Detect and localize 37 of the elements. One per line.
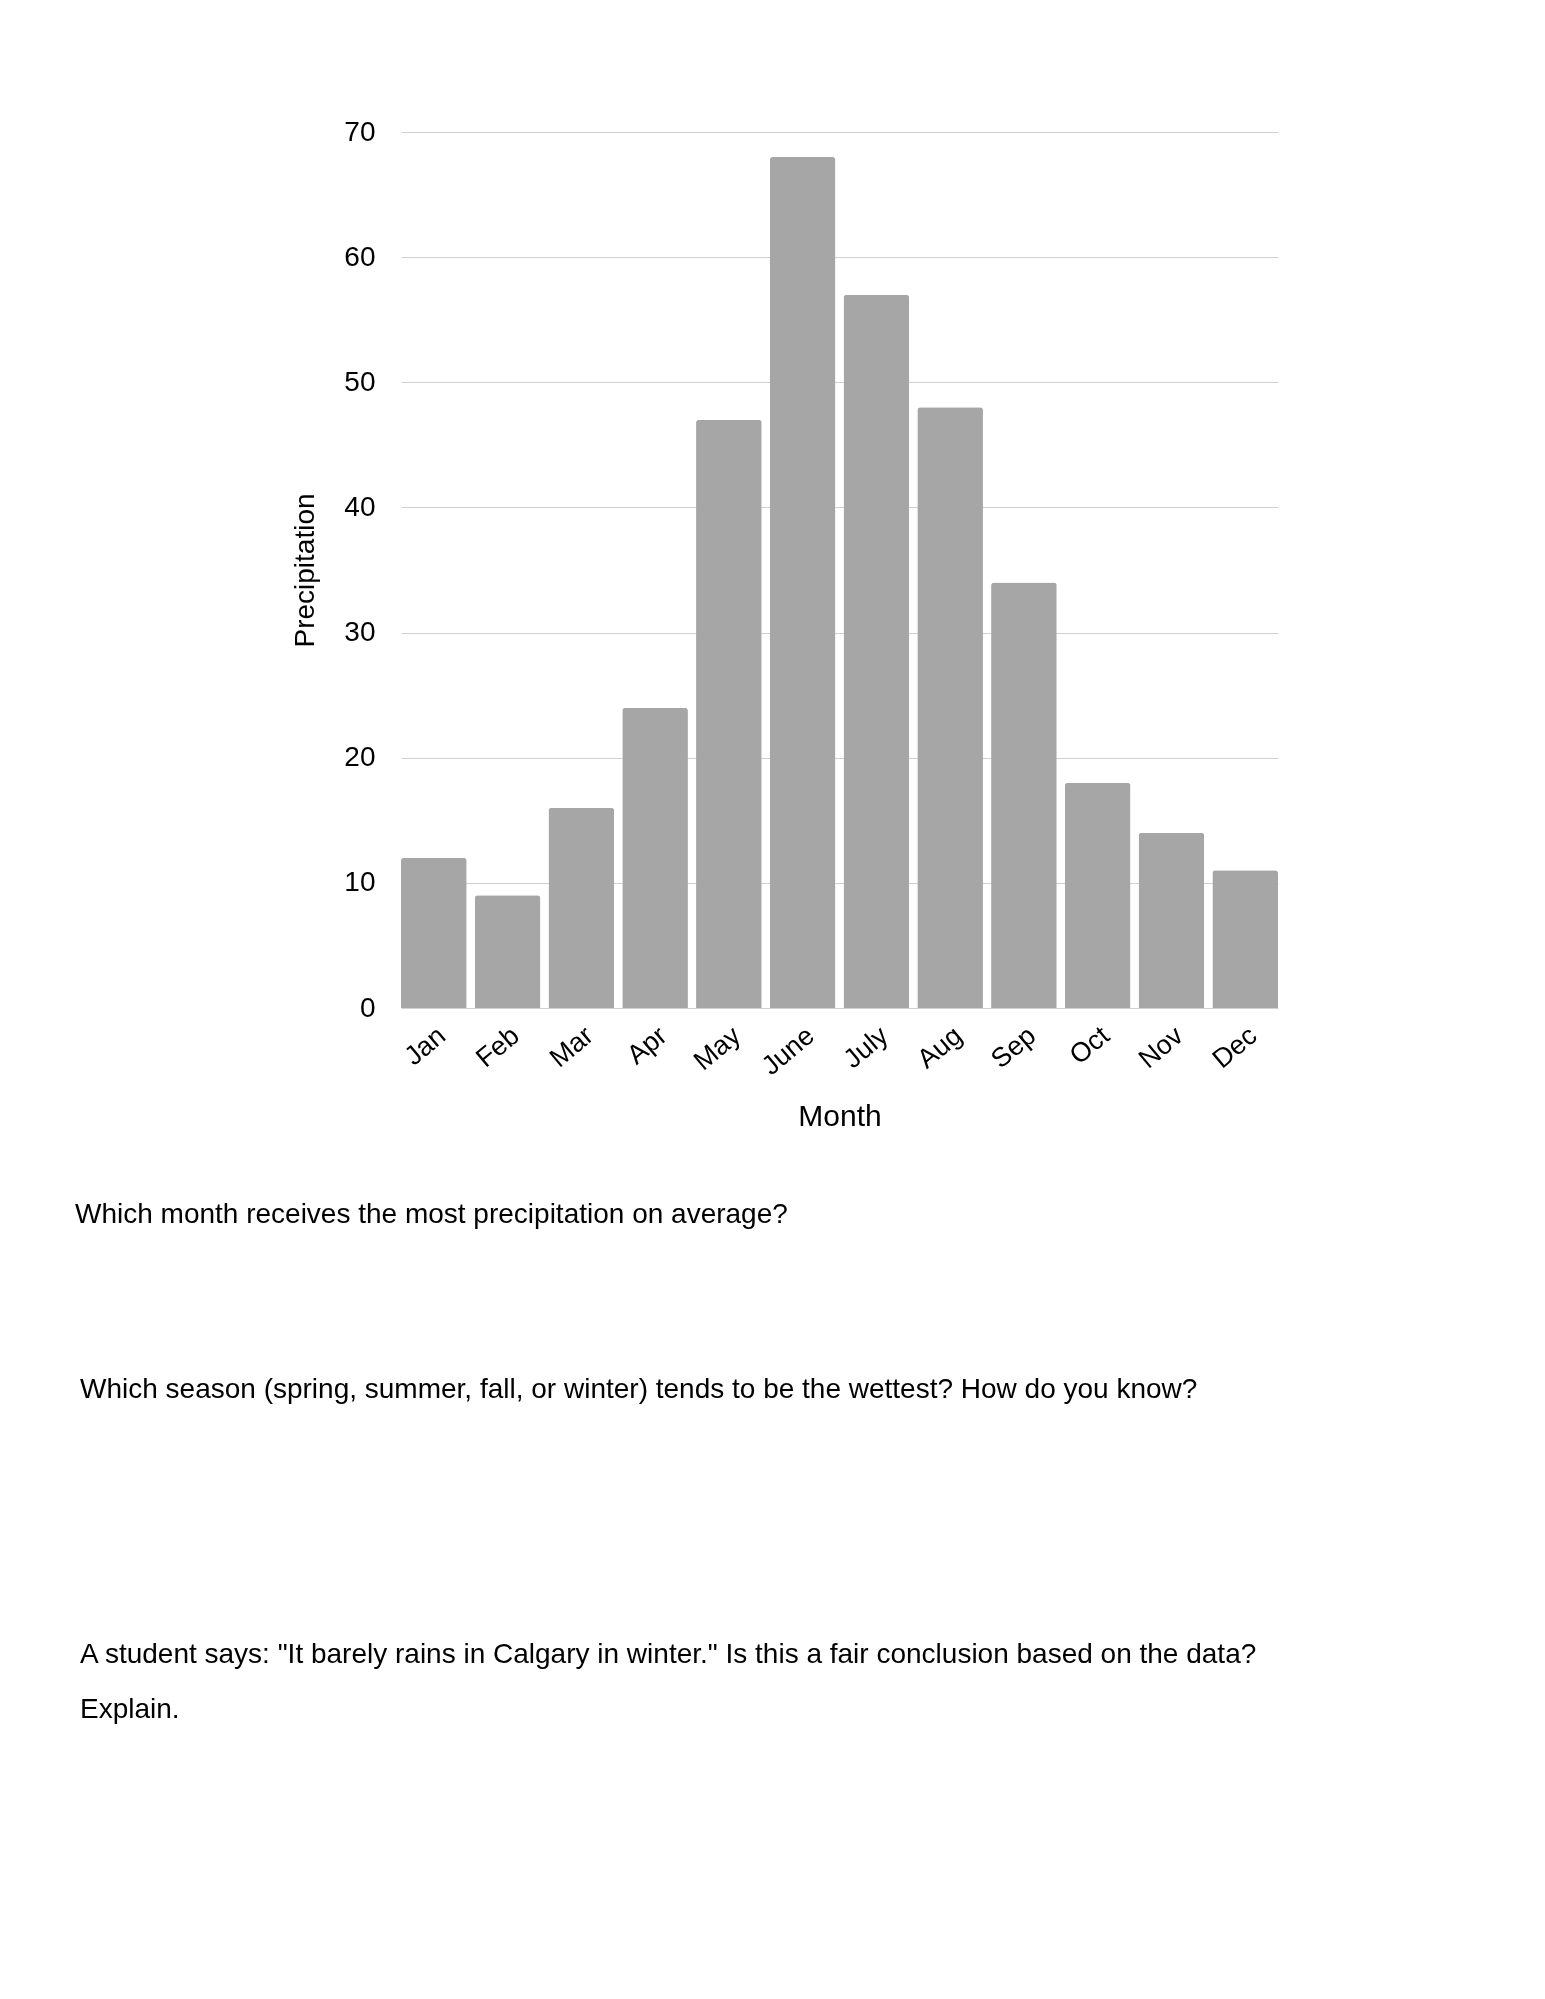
- bar: [769, 157, 836, 1008]
- bar: [622, 707, 688, 1008]
- y-tick-label: 70: [344, 115, 376, 147]
- bar: [1212, 870, 1278, 1008]
- y-tick-label: 30: [344, 616, 376, 648]
- x-tick-label: Feb: [470, 1020, 525, 1074]
- x-tick-label: Dec: [1206, 1020, 1263, 1075]
- y-tick-label: 0: [359, 991, 376, 1023]
- y-tick-label: 50: [344, 365, 376, 397]
- x-tick-label: Apr: [620, 1020, 673, 1071]
- bar: [1064, 782, 1131, 1008]
- bar: [548, 807, 615, 1008]
- bar: [1138, 832, 1205, 1008]
- bar: [401, 857, 467, 1008]
- y-tick-label: 10: [344, 866, 376, 898]
- x-tick-label: Oct: [1063, 1019, 1116, 1071]
- x-tick-label: June: [755, 1020, 820, 1081]
- bar: [696, 419, 762, 1008]
- y-tick-label: 40: [344, 490, 376, 522]
- x-tick-label: Sep: [985, 1020, 1042, 1075]
- x-tick-label: Jan: [398, 1020, 452, 1072]
- x-tick-label: Aug: [911, 1020, 968, 1075]
- x-tick-label: May: [687, 1019, 747, 1076]
- bar: [474, 895, 541, 1008]
- text: Which month receives the most precipitation on average?: [75, 1198, 788, 1229]
- text: A student says: "It barely rains in Calgary in winter." Is this a fair conclusion based on the data? Explain.: [80, 1638, 1257, 1724]
- x-axis-title: Month: [798, 1099, 882, 1133]
- x-tick-label: Mar: [543, 1020, 599, 1074]
- x-tick-label: July: [837, 1019, 895, 1075]
- y-tick-label: 20: [344, 741, 376, 773]
- y-tick-label: 60: [344, 240, 376, 272]
- bar: [843, 294, 910, 1008]
- bar: [991, 582, 1057, 1008]
- x-tick-label: Nov: [1132, 1019, 1190, 1075]
- text: Which season (spring, summer, fall, or winter) tends to be the wettest? How do you know?: [80, 1373, 1198, 1404]
- bar: [917, 407, 983, 1008]
- y-axis-title: Precipitation: [289, 493, 321, 648]
